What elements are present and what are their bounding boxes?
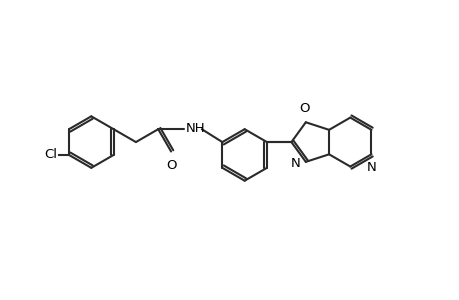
Text: O: O [166, 159, 176, 172]
Text: N: N [291, 158, 300, 170]
Text: NH: NH [185, 122, 205, 135]
Text: N: N [366, 161, 375, 174]
Text: Cl: Cl [44, 148, 57, 161]
Text: O: O [299, 102, 309, 115]
